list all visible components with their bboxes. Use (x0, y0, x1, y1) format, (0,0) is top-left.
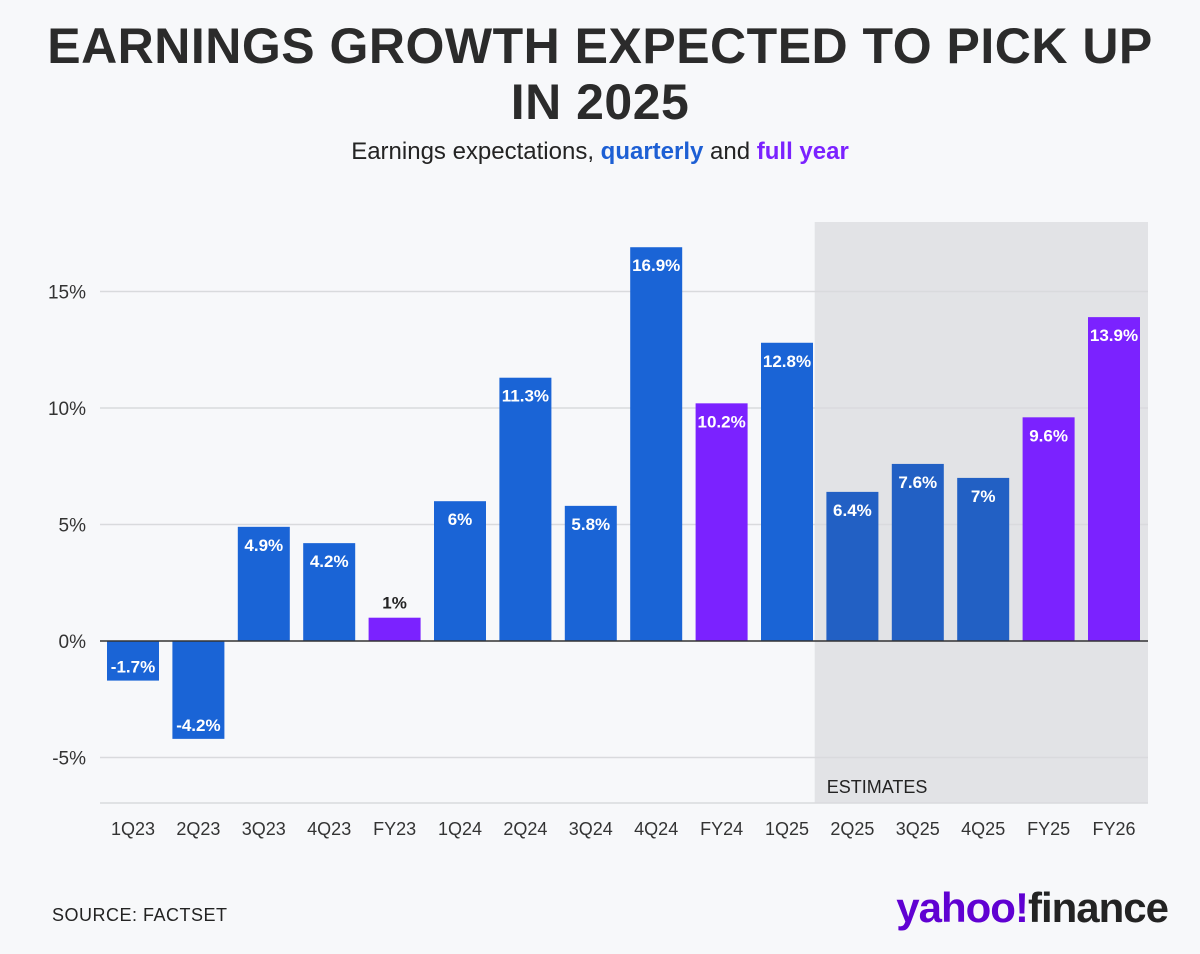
bar-1q24 (434, 501, 486, 641)
x-tick-label: FY25 (1027, 819, 1070, 839)
y-tick-label: -5% (52, 749, 86, 770)
bar-chart: ESTIMATES 15% 10% 5% 0% -5% -1.7% 1Q23 -4.2% 2Q23… (48, 222, 1148, 839)
bar-2q23 (172, 641, 225, 739)
data-label: -4.2% (176, 716, 220, 735)
data-label: 7.6% (898, 473, 937, 492)
bar-3q23 (237, 526, 290, 641)
x-tick-label: 4Q23 (307, 819, 351, 839)
chart-subtitle: Earnings expectations, quarterly and ful… (0, 138, 1200, 166)
x-tick-label: 3Q25 (896, 819, 940, 839)
data-label: 4.9% (244, 536, 283, 555)
bar-3q24 (564, 505, 617, 641)
y-tick-label: 10% (48, 399, 86, 420)
data-label: 12.8% (763, 352, 811, 371)
x-tick-label: 1Q23 (111, 819, 155, 839)
subtitle-prefix: Earnings expectations, (351, 138, 601, 165)
x-tick-label: 4Q24 (634, 819, 678, 839)
data-label: 9.6% (1029, 426, 1068, 445)
data-label: 11.3% (502, 387, 549, 406)
data-label: 13.9% (1090, 326, 1138, 345)
data-label: 7% (971, 487, 996, 506)
bar-4q23 (303, 543, 356, 641)
bar-2q25 (826, 491, 879, 641)
x-tick-label: FY23 (373, 819, 416, 839)
bar-1q23 (107, 641, 159, 681)
x-tick-label: 4Q25 (961, 819, 1005, 839)
x-tick-label: 2Q23 (176, 819, 220, 839)
x-tick-label: 1Q25 (765, 819, 809, 839)
bar-1q25 (761, 342, 813, 641)
data-label: 16.9% (632, 256, 680, 275)
data-label: 5.8% (571, 515, 610, 534)
x-tick-label: FY24 (700, 819, 743, 839)
x-tick-label: 3Q24 (569, 819, 613, 839)
x-tick-label: 2Q25 (830, 819, 874, 839)
estimates-label: ESTIMATES (827, 777, 928, 797)
chart-title: EARNINGS GROWTH EXPECTED TO PICK UP IN 2… (47, 18, 1153, 130)
bar-2q24 (499, 377, 552, 641)
data-label: 4.2% (310, 552, 349, 571)
subtitle-quarterly: quarterly (600, 138, 704, 165)
data-label: 1% (382, 594, 407, 613)
x-tick-label: 2Q24 (503, 819, 547, 839)
source-note: SOURCE: FACTSET (52, 905, 228, 925)
data-label: -1.7% (111, 658, 155, 677)
bar-fy25 (1022, 417, 1075, 641)
bar-fy24 (695, 403, 748, 641)
bar-fy23 (368, 617, 421, 641)
bar-4q25 (957, 477, 1010, 641)
y-tick-label: 0% (59, 632, 87, 653)
data-label: 10.2% (697, 412, 745, 431)
subtitle-and: and (703, 138, 757, 165)
yahoo-finance-logo: yahoo!finance (896, 884, 1169, 932)
bar-4q24 (630, 247, 683, 642)
subtitle-full-year: full year (756, 138, 849, 165)
bar-fy26 (1088, 317, 1140, 641)
bar-3q25 (891, 463, 944, 641)
x-tick-label: 3Q23 (242, 819, 286, 839)
data-label: 6.4% (833, 501, 872, 520)
y-tick-label: 15% (48, 283, 86, 304)
logo-bang: ! (1014, 884, 1029, 931)
y-tick-label: 5% (59, 516, 87, 537)
x-tick-label: 1Q24 (438, 819, 482, 839)
logo-finance: finance (1027, 884, 1169, 931)
x-tick-label: FY26 (1092, 819, 1135, 839)
logo-yahoo: yahoo (896, 884, 1016, 931)
data-label: 6% (448, 510, 473, 529)
